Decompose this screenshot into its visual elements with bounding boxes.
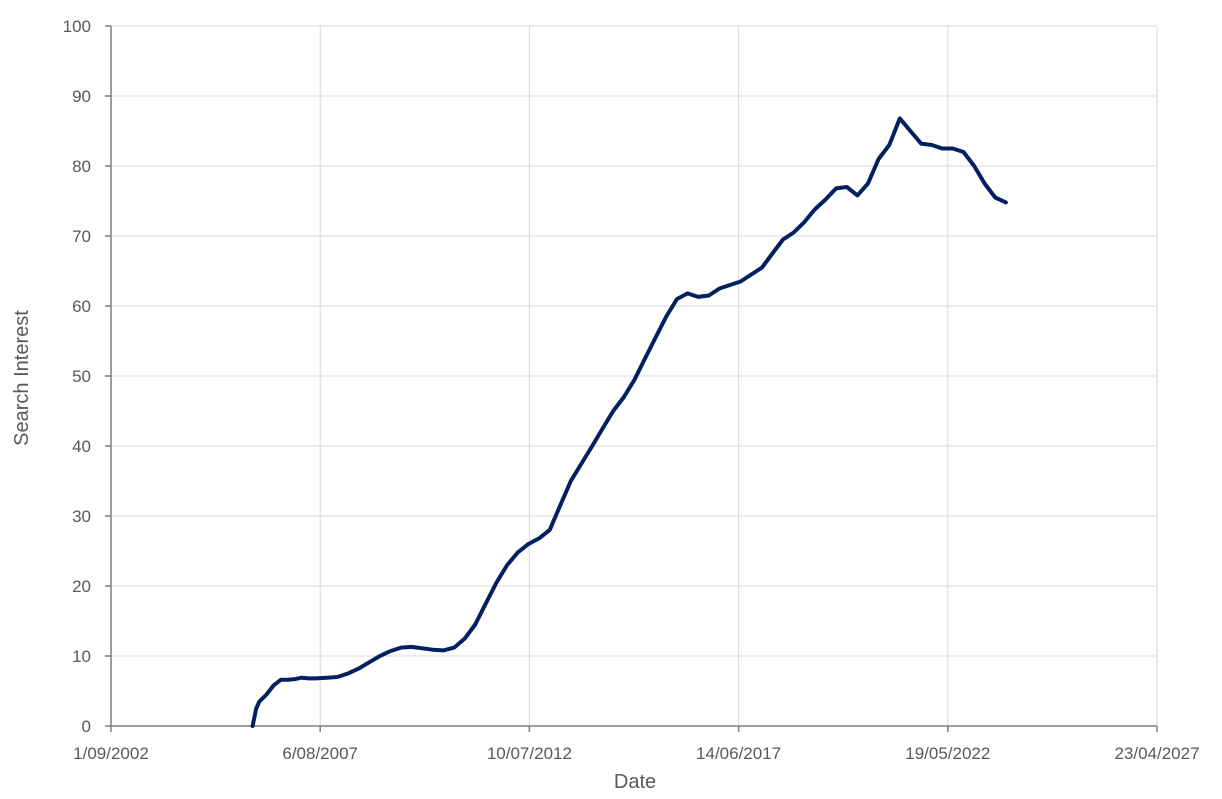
- x-tick-label: 10/07/2012: [487, 744, 572, 763]
- series-group: [250, 116, 1008, 728]
- y-tick-label: 40: [72, 437, 91, 456]
- x-tick-labels: 1/09/2002 6/08/2007 10/07/2012 14/06/2017 19…: [73, 744, 1199, 763]
- y-tick-label: 60: [72, 297, 91, 316]
- y-axis-title: Search Interest: [11, 310, 33, 446]
- y-tick-label: 30: [72, 507, 91, 526]
- y-tick-label: 10: [72, 647, 91, 666]
- y-tick-label: 20: [72, 577, 91, 596]
- axes: [105, 25, 1158, 732]
- y-tick-labels: 0 10 20 30 40 50 60 70 80 90 100: [63, 17, 91, 736]
- y-tick-label: 70: [72, 227, 91, 246]
- x-axis-title: Date: [614, 771, 656, 793]
- x-tick-label: 19/05/2022: [905, 744, 990, 763]
- y-tick-label: 0: [82, 717, 91, 736]
- y-tick-label: 50: [72, 367, 91, 386]
- x-tick-label: 14/06/2017: [696, 744, 781, 763]
- y-tick-label: 80: [72, 157, 91, 176]
- x-tick-label: 1/09/2002: [73, 744, 149, 763]
- horizontal-gridlines: [111, 25, 1157, 657]
- x-tick-label: 6/08/2007: [282, 744, 358, 763]
- series-line: [250, 116, 1008, 728]
- x-tick-label: 23/04/2027: [1114, 744, 1199, 763]
- y-tick-label: 90: [72, 87, 91, 106]
- y-tick-label: 100: [63, 17, 91, 36]
